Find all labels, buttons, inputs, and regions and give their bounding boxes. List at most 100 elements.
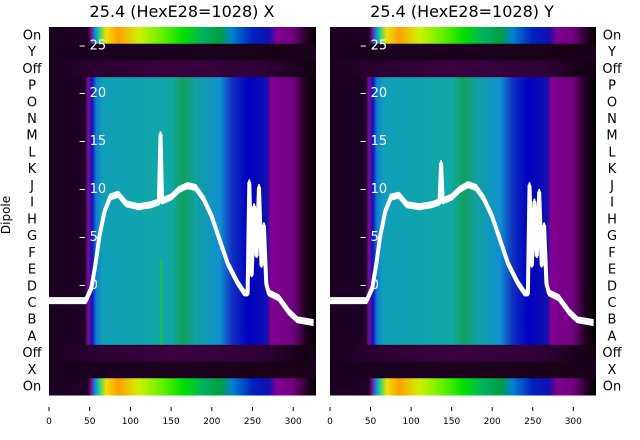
row-label: C bbox=[607, 296, 616, 311]
heatmap-row bbox=[49, 361, 316, 379]
overlay-y-tick-label: – 20 bbox=[360, 86, 387, 101]
row-label: J bbox=[609, 179, 614, 194]
x-tick-label: 0 bbox=[327, 417, 333, 427]
heatmap-row bbox=[330, 110, 596, 128]
y-axis-label: Dipole bbox=[0, 196, 13, 234]
row-label: H bbox=[607, 212, 617, 227]
heatmap-row bbox=[330, 328, 596, 346]
heatmap-row bbox=[49, 144, 316, 162]
row-label: K bbox=[28, 162, 37, 177]
heatmap-row bbox=[330, 294, 596, 312]
overlay-line bbox=[330, 165, 594, 327]
heatmap-row bbox=[330, 144, 596, 162]
heatmap-row bbox=[330, 378, 596, 396]
heatmap-row bbox=[330, 244, 596, 262]
x-tick-label: 300 bbox=[285, 417, 302, 427]
heatmap-row bbox=[49, 127, 316, 145]
row-label: Y bbox=[27, 45, 36, 60]
row-label: K bbox=[608, 162, 617, 177]
row-label: N bbox=[607, 112, 617, 127]
x-tick-label: 100 bbox=[403, 417, 420, 427]
x-tick-label: 300 bbox=[565, 417, 582, 427]
heatmap-row bbox=[330, 261, 596, 279]
heatmap-row bbox=[49, 261, 316, 279]
row-label: X bbox=[28, 363, 37, 378]
overlay-y-tick-label: – 10 bbox=[79, 182, 106, 197]
row-label: Off bbox=[602, 62, 622, 77]
panel-title-x: 25.4 (HexE28=1028) X bbox=[90, 2, 275, 21]
x-tick-label: 200 bbox=[484, 417, 501, 427]
row-label: M bbox=[26, 129, 37, 144]
heatmap-row bbox=[330, 127, 596, 145]
row-label: Y bbox=[607, 45, 616, 60]
x-tick-label: 100 bbox=[122, 417, 139, 427]
heatmap-row bbox=[330, 344, 596, 363]
x-tick-label: 50 bbox=[365, 417, 377, 427]
row-label: Off bbox=[602, 346, 622, 361]
heatmap-row bbox=[330, 27, 596, 45]
row-label: I bbox=[30, 196, 34, 211]
heatmap-row bbox=[49, 27, 316, 45]
overlay-y-tick-label: – 5 bbox=[360, 230, 379, 245]
heatmap-row bbox=[49, 60, 316, 78]
heatmap-row bbox=[330, 60, 596, 78]
row-label: M bbox=[606, 129, 617, 144]
heatmap-row bbox=[49, 311, 316, 329]
overlay-y-tick-label: – 15 bbox=[79, 134, 106, 149]
row-label: L bbox=[608, 145, 616, 160]
row-label: A bbox=[28, 329, 37, 344]
heatmap-row bbox=[330, 311, 596, 329]
row-label: A bbox=[608, 329, 617, 344]
heatmap-row bbox=[49, 378, 316, 396]
row-label: E bbox=[28, 263, 36, 278]
row-label: On bbox=[603, 380, 621, 395]
x-tick-label: 0 bbox=[46, 417, 52, 427]
overlay-line bbox=[49, 136, 314, 327]
heatmap-row bbox=[49, 110, 316, 128]
row-label: J bbox=[29, 179, 34, 194]
row-label: E bbox=[608, 263, 616, 278]
heatmap-row bbox=[49, 160, 316, 179]
overlay-y-tick-label: – 15 bbox=[360, 134, 387, 149]
row-label: X bbox=[608, 363, 617, 378]
row-label: N bbox=[27, 112, 37, 127]
row-label: D bbox=[27, 279, 37, 294]
row-label: Off bbox=[22, 346, 42, 361]
panel-title-y: 25.4 (HexE28=1028) Y bbox=[370, 2, 554, 21]
row-label: Off bbox=[22, 62, 42, 77]
heatmap-row bbox=[49, 244, 316, 262]
row-label: O bbox=[607, 95, 617, 110]
x-tick-label: 150 bbox=[163, 417, 180, 427]
row-label: O bbox=[27, 95, 37, 110]
row-label: On bbox=[23, 380, 41, 395]
row-label: On bbox=[603, 28, 621, 43]
row-label: P bbox=[608, 79, 616, 94]
heatmap-row bbox=[49, 93, 316, 112]
overlay-y-tick-label: – 25 bbox=[79, 38, 106, 53]
overlay-y-tick-label: – 25 bbox=[360, 38, 387, 53]
x-tick-label: 50 bbox=[84, 417, 96, 427]
overlay-y-tick-label: – 5 bbox=[79, 230, 98, 245]
heatmap-row bbox=[49, 77, 316, 95]
row-label: F bbox=[28, 246, 35, 261]
row-label: I bbox=[610, 196, 614, 211]
row-label: On bbox=[23, 28, 41, 43]
heatmap-row bbox=[49, 328, 316, 346]
x-tick-label: 250 bbox=[244, 417, 261, 427]
row-label: L bbox=[28, 145, 36, 160]
row-label: C bbox=[27, 296, 36, 311]
heatmap-row bbox=[49, 43, 316, 61]
heatmap-row bbox=[330, 211, 596, 229]
x-tick-label: 250 bbox=[524, 417, 541, 427]
row-label: B bbox=[28, 313, 37, 328]
overlay-y-tick-label: – 10 bbox=[360, 182, 387, 197]
x-tick-label: 150 bbox=[443, 417, 460, 427]
heatmap-row bbox=[49, 294, 316, 312]
row-label: P bbox=[28, 79, 36, 94]
heatmap-row bbox=[330, 361, 596, 379]
heatmap-row bbox=[49, 344, 316, 363]
row-label: B bbox=[608, 313, 617, 328]
row-label: F bbox=[608, 246, 615, 261]
